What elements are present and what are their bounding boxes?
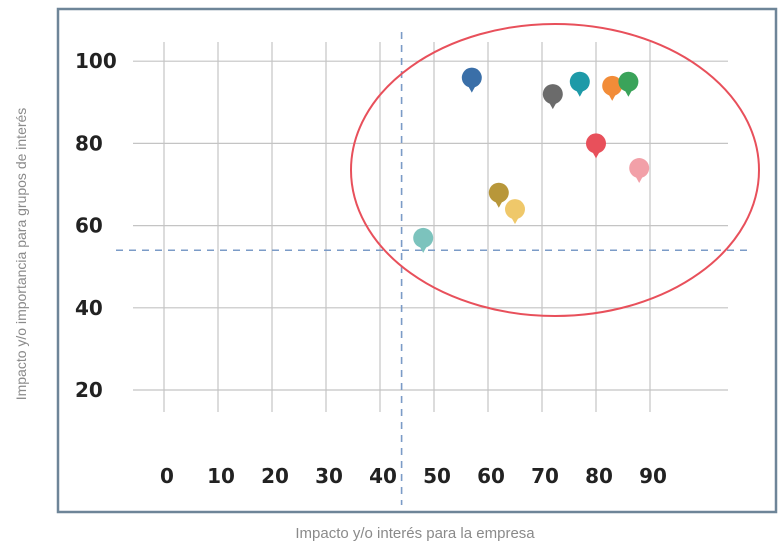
y-tick-label: 80 — [75, 131, 103, 155]
y-tick-labels: 100 80 60 40 20 — [75, 49, 117, 402]
x-tick-label: 50 — [423, 464, 451, 488]
data-point-marker — [586, 133, 606, 154]
x-axis-label: Impacto y/o interés para la empresa — [295, 525, 535, 542]
data-point-marker — [629, 158, 650, 179]
data-point-marker — [413, 227, 434, 248]
data-point-marker — [569, 71, 590, 92]
x-tick-labels: 0 10 20 30 40 50 60 70 80 90 — [160, 464, 667, 488]
data-point-marker — [461, 67, 482, 88]
highlight-ellipse — [350, 23, 760, 317]
data-point-marker — [618, 71, 639, 92]
x-tick-label: 80 — [585, 464, 613, 488]
x-tick-label: 0 — [160, 464, 174, 488]
y-tick-label: 100 — [75, 49, 117, 73]
x-tick-label: 40 — [369, 464, 397, 488]
data-point — [569, 71, 590, 97]
data-points — [413, 67, 650, 253]
x-tick-label: 70 — [531, 464, 559, 488]
x-tick-label: 30 — [315, 464, 343, 488]
x-tick-label: 90 — [639, 464, 667, 488]
data-point — [618, 71, 639, 97]
x-tick-label: 20 — [261, 464, 289, 488]
data-point — [413, 227, 434, 253]
data-point — [629, 158, 650, 184]
data-point — [602, 75, 623, 101]
plot-frame — [56, 7, 778, 514]
data-point — [461, 67, 482, 93]
y-tick-label: 60 — [75, 214, 103, 238]
data-point-marker — [602, 75, 623, 96]
data-point — [505, 199, 525, 225]
y-axis-label: Impacto y/o importancia para grupos de i… — [13, 108, 29, 401]
data-point-marker — [488, 182, 509, 203]
data-point — [488, 182, 509, 208]
data-point-marker — [542, 84, 563, 105]
y-tick-label: 40 — [75, 296, 103, 320]
data-point-marker — [505, 199, 525, 220]
data-point — [586, 133, 606, 159]
x-tick-label: 60 — [477, 464, 505, 488]
data-point — [542, 84, 563, 110]
y-tick-label: 20 — [75, 378, 103, 402]
x-tick-label: 10 — [207, 464, 235, 488]
threshold-lines — [116, 32, 748, 505]
grid — [133, 42, 728, 412]
